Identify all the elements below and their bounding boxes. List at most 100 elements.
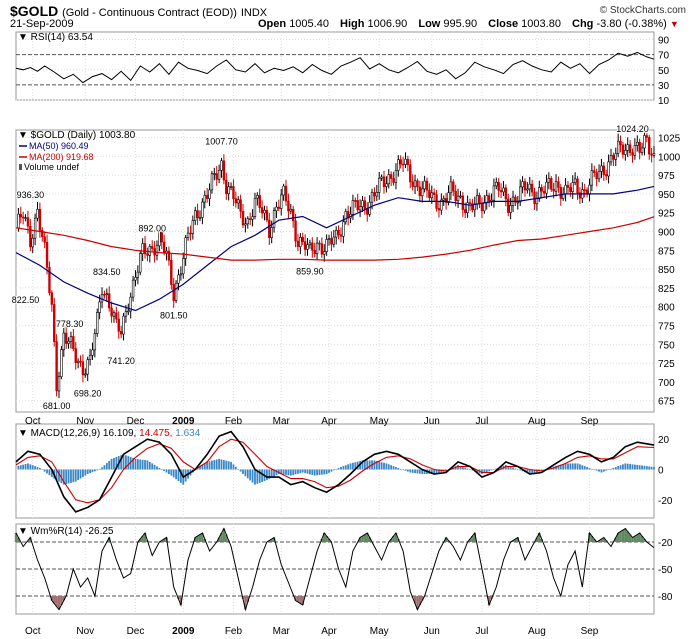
wr-overbought-fill <box>392 536 395 542</box>
macd-histogram-bar <box>406 469 409 472</box>
price-tick-label: 850 <box>658 265 675 276</box>
macd-histogram-bar <box>445 469 448 471</box>
low-label: Low <box>418 18 441 30</box>
wr-overbought-fill <box>160 540 163 542</box>
candle-body <box>631 152 634 156</box>
candle-body <box>220 160 223 171</box>
wr-overbought-fill <box>593 539 596 542</box>
macd-histogram-bar <box>588 467 591 470</box>
price-annotation: 834.50 <box>93 267 121 277</box>
macd-histogram-bar <box>356 461 359 470</box>
month-tick-label-bottom: Oct <box>25 626 41 637</box>
macd-histogram-bar <box>485 469 488 473</box>
candle-body <box>545 181 548 194</box>
open-value: 1005.40 <box>289 18 329 30</box>
candle-body <box>621 144 625 155</box>
candle-body <box>79 360 82 363</box>
macd-histogram-bar <box>504 464 507 470</box>
candle-body <box>105 293 109 295</box>
candle-body <box>459 195 462 198</box>
macd-histogram-bar <box>199 466 201 470</box>
candle-body <box>313 249 316 255</box>
rsi-tick-label: 50 <box>658 66 670 77</box>
wr-overbought-fill <box>139 539 142 542</box>
month-tick-label: Mar <box>273 416 291 427</box>
candle-body <box>602 165 606 175</box>
macd-histogram-bar <box>294 469 297 475</box>
candle-body <box>258 195 261 208</box>
wr-overbought-fill <box>535 537 539 542</box>
macd-histogram-bar <box>258 469 261 483</box>
candle-body <box>509 205 512 213</box>
candle-body <box>100 293 104 303</box>
wr-overbought-fill <box>325 536 328 542</box>
rsi-tick-label: 10 <box>658 96 670 107</box>
macd-histogram-bar <box>533 469 536 473</box>
candle-body <box>62 332 65 350</box>
macd-histogram-bar <box>557 465 560 470</box>
macd-histogram-bar <box>416 469 419 474</box>
macd-histogram-bar <box>43 469 46 472</box>
wr-legend: ▼ Wm%R(14) -26.25 <box>18 526 114 537</box>
candle-body <box>382 176 386 187</box>
candle-body <box>373 192 376 197</box>
macd-histogram-bar <box>141 459 144 470</box>
candle-body <box>170 260 173 285</box>
candle-body <box>530 183 534 193</box>
chg-label: Chg <box>572 18 594 30</box>
candle-body <box>461 195 465 210</box>
macd-histogram-bar <box>593 469 596 470</box>
macd-histogram-bar <box>62 469 65 485</box>
macd-histogram-bar <box>280 469 283 475</box>
candle-body <box>423 180 426 190</box>
macd-histogram-bar <box>330 469 333 472</box>
candle-body <box>466 202 469 213</box>
candle-body <box>554 181 558 192</box>
wr-overbought-fill <box>628 534 632 542</box>
macd-histogram-bar <box>344 465 347 470</box>
macd-histogram-bar <box>540 469 543 471</box>
macd-histogram-bar <box>179 469 182 483</box>
candle-body <box>139 253 142 273</box>
macd-histogram-bar <box>22 464 25 470</box>
macd-histogram-bar <box>156 466 158 470</box>
candle-body <box>55 341 58 392</box>
macd-histogram-bar <box>581 465 584 470</box>
macd-histogram-bar <box>404 469 407 471</box>
wr-oversold-fill <box>55 596 58 607</box>
candle-body <box>495 181 498 187</box>
macd-histogram-bar <box>215 459 218 470</box>
candle-body <box>136 271 140 278</box>
wr-overbought-fill <box>201 533 204 542</box>
macd-histogram-bar <box>430 469 433 475</box>
macd-histogram-bar <box>476 469 479 473</box>
macd-histogram-bar <box>27 463 29 470</box>
candle-body <box>268 219 271 238</box>
wr-oversold-fill <box>177 596 180 599</box>
macd-histogram-bar <box>595 469 598 471</box>
month-tick-label-bottom: Aug <box>528 626 546 637</box>
wr-overbought-fill <box>143 533 147 542</box>
candle-body <box>370 192 374 203</box>
macd-histogram-bar <box>211 460 213 470</box>
macd-histogram-bar <box>564 463 567 470</box>
wr-overbought-fill <box>141 536 144 542</box>
macd-histogram-bar <box>67 469 70 484</box>
price-tick-label: 675 <box>658 397 675 408</box>
macd-histogram-bar <box>433 469 436 475</box>
macd-histogram-bar <box>579 464 581 470</box>
close-value: 1003.80 <box>521 18 561 30</box>
macd-histogram-bar <box>268 469 271 479</box>
candle-body <box>124 311 128 317</box>
candle-body <box>480 202 484 212</box>
candle-body <box>394 170 398 183</box>
wr-overbought-fill <box>540 539 543 542</box>
macd-histogram-bar <box>368 460 371 470</box>
macd-histogram-bar <box>313 469 316 476</box>
macd-histogram-bar <box>48 469 51 476</box>
candle-body <box>552 188 555 192</box>
macd-histogram-bar <box>222 460 225 470</box>
candle-body <box>471 203 474 211</box>
candle-body <box>590 170 594 186</box>
macd-histogram-bar <box>110 458 113 470</box>
